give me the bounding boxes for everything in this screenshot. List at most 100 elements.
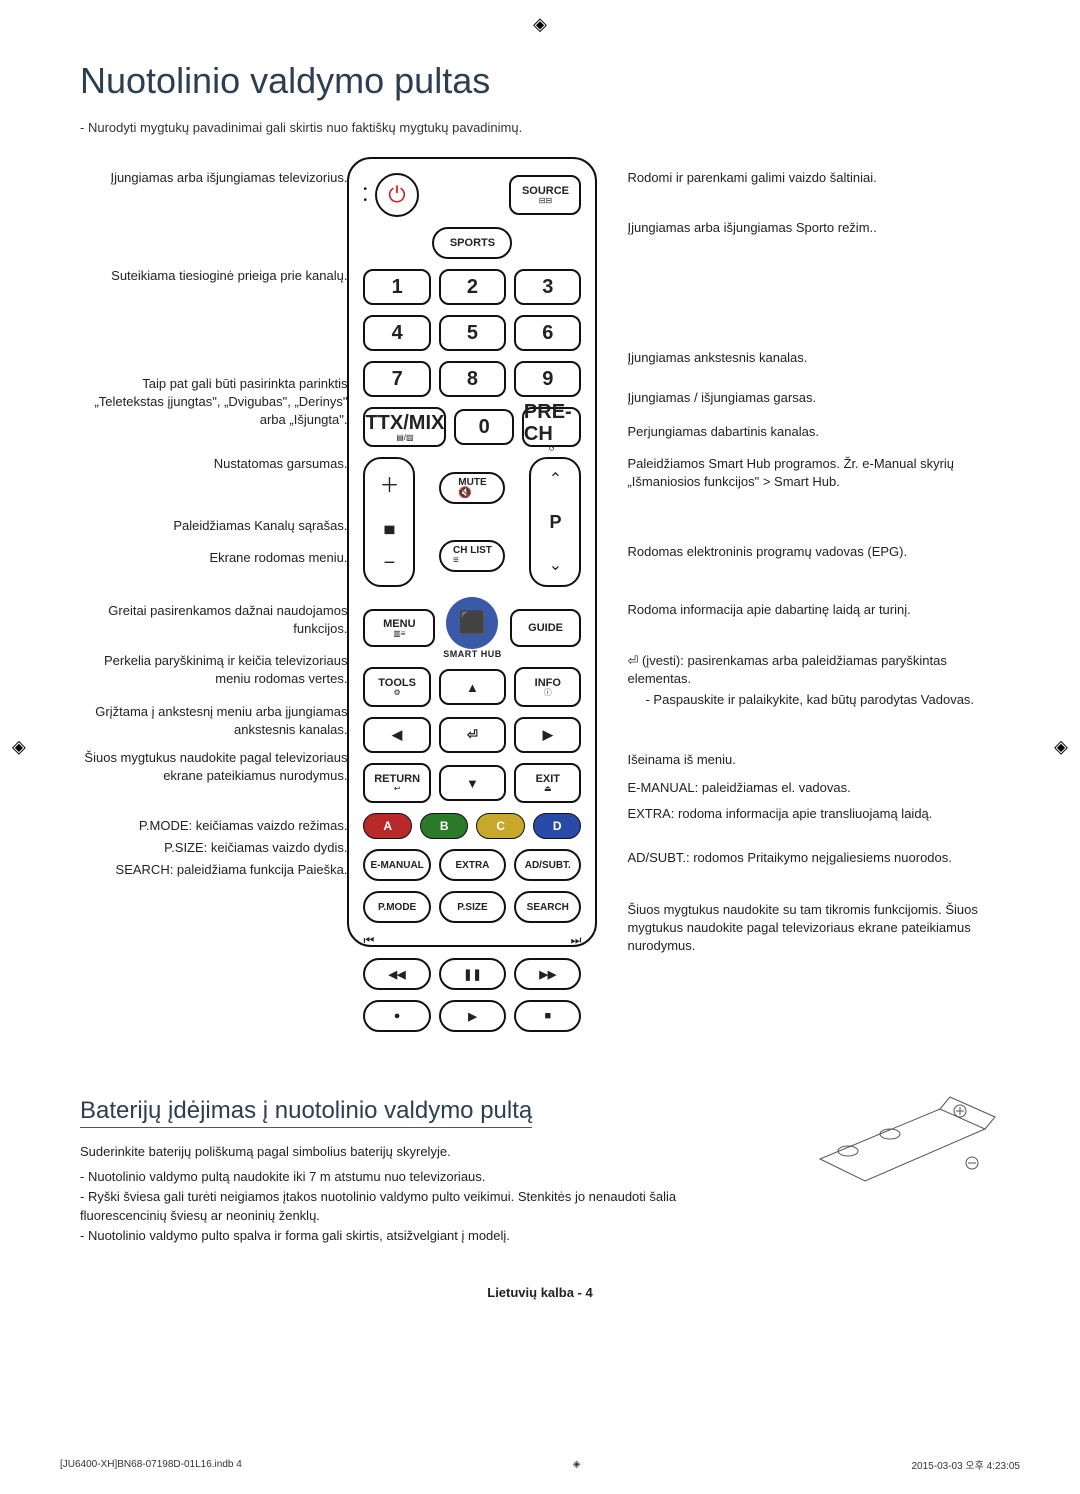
- ttx-label: TTX/MIX: [365, 412, 444, 434]
- label-enter2-text: Paspauskite ir palaikykite, kad būtų par…: [653, 692, 974, 707]
- battery-list: Nuotolinio valdymo pultą naudokite iki 7…: [80, 1167, 700, 1245]
- page-title: Nuotolinio valdymo pultas: [80, 60, 1000, 102]
- tools-label: TOOLS: [378, 677, 416, 689]
- tools-icon: ⚙: [394, 689, 401, 698]
- vol-icon: ▄: [385, 517, 395, 533]
- prech-button[interactable]: PRE-CH ↺: [522, 407, 582, 447]
- dpad-right[interactable]: ▶: [514, 717, 581, 753]
- label-nav: Perkelia paryškinimą ir keičia televizor…: [77, 652, 347, 688]
- label-exit: Išeinama iš meniu.: [627, 751, 987, 769]
- num-9[interactable]: 9: [514, 361, 581, 397]
- num-0[interactable]: 0: [454, 409, 514, 445]
- extra-button[interactable]: EXTRA: [439, 849, 506, 881]
- page-number: Lietuvių kalba - 4: [80, 1285, 1000, 1300]
- channel-rocker[interactable]: ⌃ P ⌄: [529, 457, 581, 587]
- numpad: 1 2 3 4 5 6 7 8 9: [363, 269, 581, 447]
- ffwd-button[interactable]: ▶▶: [514, 958, 581, 990]
- record-button[interactable]: ●: [363, 1000, 430, 1032]
- tools-button[interactable]: TOOLS ⚙: [363, 667, 430, 707]
- dpad-mid-row: ◀ ⏎ ▶: [363, 717, 581, 753]
- return-exit-row: RETURN ↩ ▼ EXIT ⏏: [363, 763, 581, 803]
- smart-hub-button[interactable]: ⬛: [446, 597, 498, 649]
- menu-button[interactable]: MENU ▥≡: [363, 609, 435, 647]
- battery-diagram: [800, 1089, 1000, 1189]
- ttx-icon: ▤/▨: [396, 434, 413, 443]
- return-label: RETURN: [374, 773, 420, 785]
- label-info: Rodoma informacija apie dabartinę laidą …: [627, 601, 987, 619]
- source-button[interactable]: SOURCE ⊟⊟: [509, 175, 581, 215]
- transport-row-1: ◀◀ ❚❚ ▶▶: [363, 958, 581, 990]
- color-d-button[interactable]: D: [533, 813, 582, 839]
- color-c-button[interactable]: C: [476, 813, 525, 839]
- enter-button[interactable]: ⏎: [439, 717, 506, 753]
- label-chlist: Paleidžiamas Kanalų sąrašas.: [77, 517, 347, 535]
- remote-body: •• ⏻ SOURCE ⊟⊟ SPORTS 1 2: [347, 157, 597, 947]
- volume-rocker[interactable]: ＋ ▄ −: [363, 457, 415, 587]
- exit-icon: ⏏: [544, 785, 552, 794]
- ttx-button[interactable]: TTX/MIX ▤/▨: [363, 407, 446, 447]
- prech-icon: ↺: [548, 445, 555, 454]
- color-b-button[interactable]: B: [420, 813, 469, 839]
- num-5[interactable]: 5: [439, 315, 506, 351]
- color-a-button[interactable]: A: [363, 813, 412, 839]
- label-prech: Įjungiamas ankstesnis kanalas.: [627, 349, 987, 367]
- vol-up-icon: ＋: [379, 469, 399, 498]
- footer-left: [JU6400-XH]BN68-07198D-01L16.indb 4: [60, 1459, 242, 1470]
- num-8[interactable]: 8: [439, 361, 506, 397]
- exit-label: EXIT: [536, 773, 560, 785]
- adsubt-button[interactable]: AD/SUBT.: [514, 849, 581, 881]
- power-button[interactable]: ⏻: [375, 173, 419, 217]
- mute-button[interactable]: MUTE 🔇: [439, 472, 505, 504]
- crop-mark-right: ◈: [1054, 737, 1068, 758]
- rewind-button[interactable]: ◀◀: [363, 958, 430, 990]
- skip-next-icon[interactable]: ⏭: [551, 933, 581, 948]
- pmode-row: P.MODE P.SIZE SEARCH: [363, 891, 581, 923]
- pause-button[interactable]: ❚❚: [439, 958, 506, 990]
- dpad-up[interactable]: ▲: [439, 669, 506, 705]
- guide-button[interactable]: GUIDE: [510, 609, 582, 647]
- color-row: A B C D: [363, 813, 581, 839]
- pmode-button[interactable]: P.MODE: [363, 891, 430, 923]
- label-tools: Greitai pasirenkamos dažnai naudojamos f…: [77, 602, 347, 638]
- emanual-button[interactable]: E-MANUAL: [363, 849, 430, 881]
- label-volume: Nustatomas garsumas.: [77, 455, 347, 473]
- num-7[interactable]: 7: [363, 361, 430, 397]
- menu-label: MENU: [383, 618, 415, 630]
- label-menu: Ekrane rodomas meniu.: [77, 549, 347, 567]
- source-label: SOURCE: [522, 185, 569, 197]
- smart-row: MENU ▥≡ ⬛ SMART HUB GUIDE: [363, 597, 581, 659]
- num-1[interactable]: 1: [363, 269, 430, 305]
- exit-button[interactable]: EXIT ⏏: [514, 763, 581, 803]
- label-sports: Įjungiamas arba išjungiamas Sporto režim…: [627, 219, 987, 237]
- return-button[interactable]: RETURN ↩: [363, 763, 430, 803]
- label-search: SEARCH: paleidžiama funkcija Paieška.: [77, 861, 347, 879]
- dpad-down[interactable]: ▼: [439, 765, 506, 801]
- chlist-icon: ≡: [453, 556, 492, 566]
- label-ttx: Taip pat gali būti pasirinkta parinktis …: [77, 375, 347, 430]
- stop-button[interactable]: ■: [514, 1000, 581, 1032]
- num-3[interactable]: 3: [514, 269, 581, 305]
- chlist-button[interactable]: CH LIST ≡: [439, 540, 505, 572]
- psize-button[interactable]: P.SIZE: [439, 891, 506, 923]
- info-button[interactable]: INFO ⓘ: [514, 667, 581, 707]
- num-6[interactable]: 6: [514, 315, 581, 351]
- label-guide: Rodomas elektroninis programų vadovas (E…: [627, 543, 987, 561]
- label-enter: ⏎ (įvesti): pasirenkamas arba paleidžiam…: [627, 652, 987, 688]
- info-label: INFO: [535, 677, 561, 689]
- battery-item-3: Nuotolinio valdymo pulto spalva ir forma…: [80, 1226, 700, 1246]
- p-label: P: [549, 512, 561, 533]
- ch-down-icon: ⌄: [549, 555, 562, 575]
- remote-column: •• ⏻ SOURCE ⊟⊟ SPORTS 1 2: [347, 157, 597, 947]
- dpad-left[interactable]: ◀: [363, 717, 430, 753]
- num-4[interactable]: 4: [363, 315, 430, 351]
- label-channel: Perjungiamas dabartinis kanalas.: [627, 423, 987, 441]
- search-button[interactable]: SEARCH: [514, 891, 581, 923]
- skip-prev-icon[interactable]: ⏮: [363, 933, 393, 948]
- menu-icon: ▥≡: [393, 630, 405, 639]
- page-content: Nuotolinio valdymo pultas Nurodyti mygtu…: [80, 60, 1000, 1420]
- play-button[interactable]: ▶: [439, 1000, 506, 1032]
- crop-mark-left: ◈: [12, 737, 26, 758]
- numpad-row-3: 7 8 9: [363, 361, 581, 397]
- num-2[interactable]: 2: [439, 269, 506, 305]
- sports-button[interactable]: SPORTS: [432, 227, 512, 259]
